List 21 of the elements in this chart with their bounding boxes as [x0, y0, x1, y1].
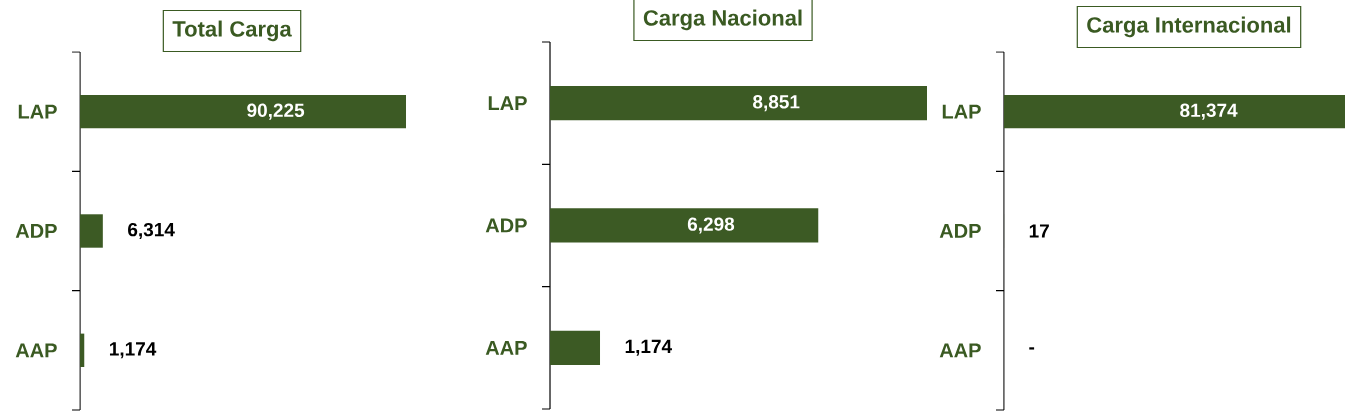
chart-title: Carga Internacional — [1087, 16, 1291, 38]
data-label: - — [1029, 347, 1035, 350]
data-label: 8,851 — [753, 95, 800, 112]
y-tick-label: AAP — [15, 343, 57, 358]
data-label: 81,374 — [1180, 103, 1238, 120]
data-label: 6,298 — [687, 217, 735, 234]
y-tick-label: AAP — [939, 343, 981, 358]
data-label: 17 — [1029, 224, 1049, 238]
data-label: 6,314 — [128, 222, 175, 240]
data-label: 90,225 — [247, 103, 305, 120]
y-tick-label: ADP — [939, 224, 981, 238]
y-tick-label: LAP — [18, 104, 57, 119]
chart-title: Total Carga — [172, 20, 292, 42]
y-tick-label: LAP — [942, 104, 981, 119]
y-tick-label: AAP — [485, 340, 527, 355]
data-label: 1,174 — [109, 342, 157, 359]
y-tick-label: LAP — [488, 96, 527, 111]
y-tick-label: ADP — [485, 218, 527, 233]
y-tick-label: ADP — [15, 224, 57, 238]
chart-title: Carga Nacional — [643, 9, 802, 31]
data-label: 1,174 — [625, 339, 672, 356]
